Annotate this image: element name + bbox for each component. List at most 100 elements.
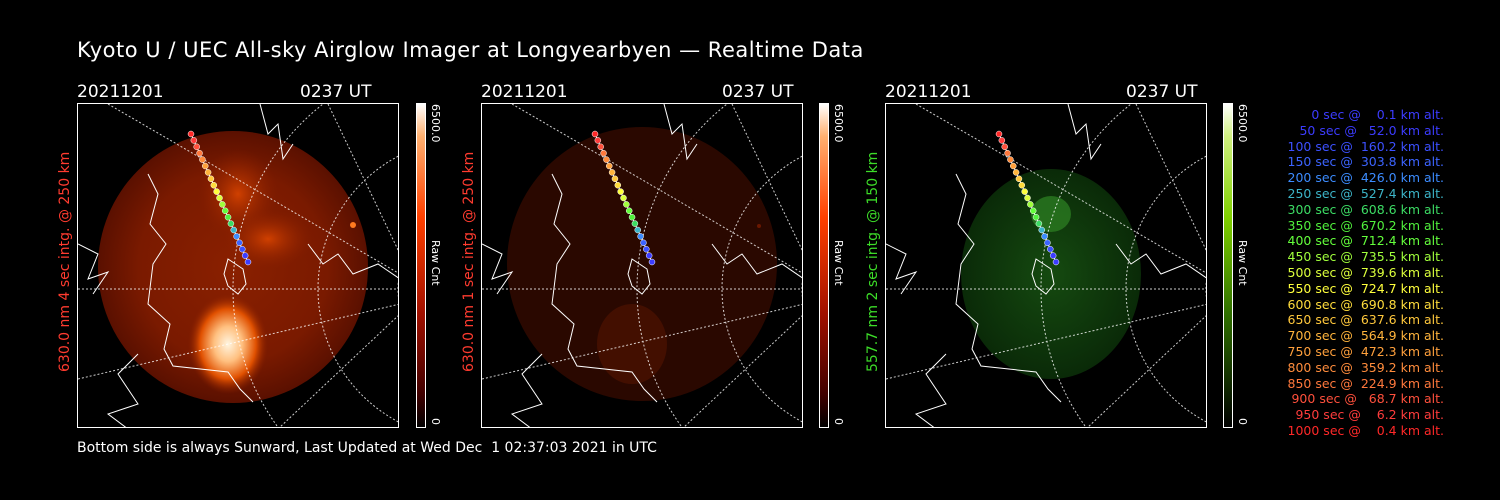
trajectory-marker [1041,233,1048,240]
trajectory-marker [193,143,200,151]
trajectory-marker [202,162,209,170]
trajectory-marker [1035,220,1043,227]
trajectory-marker [207,175,215,183]
trajectory-marker [236,239,243,247]
trajectory-marker [998,137,1006,144]
panel-2-time: 0237 UT [722,82,794,102]
trajectory-marker [244,258,252,266]
trajectory-marker [1032,213,1040,221]
panel-3-map-svg [886,104,1206,427]
trajectory-marker [1044,239,1051,247]
trajectory-marker [233,233,240,240]
trajectory-marker [199,156,206,163]
panel-1-cbar-max: 6500.0 [429,104,442,143]
trajectory-marker [628,213,636,221]
legend-row: 700 sec @ 564.9 km alt. [1287,328,1444,344]
trajectory-marker [224,213,232,221]
trajectory-marker [241,252,249,259]
trajectory-marker [648,258,656,266]
legend-row: 300 sec @ 608.6 km alt. [1287,201,1444,217]
panel-2-cbar-unit: Raw Cnt [832,240,845,286]
trajectory-marker [643,245,650,253]
trajectory-marker [606,162,613,170]
panel-3-image [885,103,1207,428]
trajectory-marker [597,143,604,151]
legend-row: 250 sec @ 527.4 km alt. [1287,185,1444,201]
legend-row: 750 sec @ 472.3 km alt. [1287,343,1444,359]
trajectory-marker [196,149,203,157]
legend-row: 100 sec @ 160.2 km alt. [1287,138,1444,154]
legend-row: 350 sec @ 670.2 km alt. [1287,217,1444,233]
trajectory-marker [1049,252,1057,259]
panel-2-side-label: 630.0 nm 1 sec intg. @ 250 km [461,151,477,372]
trajectory-marker [1029,207,1037,215]
trajectory-marker [1007,156,1014,163]
legend-row: 950 sec @ 6.2 km alt. [1295,407,1444,423]
trajectory-legend: 0 sec @ 0.1 km alt. 50 sec @ 52.0 km alt.… [1248,107,1444,439]
trajectory-marker [594,137,602,144]
panel-1-date: 20211201 [77,82,164,102]
legend-row: 0 sec @ 0.1 km alt. [1311,107,1444,122]
trajectory-marker [239,245,246,253]
legend-row: 500 sec @ 739.6 km alt. [1287,264,1444,280]
panel-3-colorbar [1223,103,1233,428]
trajectory-marker [1001,143,1008,151]
trajectory-marker [1015,175,1023,183]
panel-2-trajectory [591,130,656,266]
trajectory-marker [611,175,619,183]
panel-1-image [77,103,399,428]
legend-row: 50 sec @ 52.0 km alt. [1299,122,1444,138]
trajectory-marker [1047,245,1054,253]
trajectory-marker [1021,188,1028,195]
trajectory-marker [230,226,237,234]
panel-3-side-label: 557.7 nm 2 sec intg. @ 150 km [865,151,881,372]
panel-1-time: 0237 UT [300,82,372,102]
trajectory-marker [617,188,624,195]
legend-row: 800 sec @ 359.2 km alt. [1287,359,1444,375]
panel-1-side-label: 630.0 nm 4 sec intg. @ 250 km [57,151,73,372]
trajectory-marker [623,201,630,208]
trajectory-marker [1010,162,1017,170]
trajectory-marker [1052,258,1060,266]
trajectory-marker [603,156,610,163]
legend-row: 900 sec @ 68.7 km alt. [1291,391,1444,407]
trajectory-marker [1018,181,1026,189]
footer-note: Bottom side is always Sunward, Last Upda… [77,440,657,456]
trajectory-marker [591,130,599,138]
trajectory-marker [640,239,647,247]
panel-2-map-svg [482,104,802,427]
legend-row: 450 sec @ 735.5 km alt. [1287,249,1444,265]
legend-row: 650 sec @ 637.6 km alt. [1287,312,1444,328]
trajectory-marker [216,194,223,202]
panel-2-image [481,103,803,428]
panel-3-trajectory [995,130,1060,266]
trajectory-marker [1004,149,1011,157]
panel-1-colorbar [416,103,426,428]
trajectory-marker [213,188,220,195]
trajectory-marker [221,207,229,215]
panel-1-cbar-min: 0 [429,418,442,425]
legend-row: 1000 sec @ 0.4 km alt. [1287,422,1444,438]
panel-1-cbar-unit: Raw Cnt [429,240,442,286]
trajectory-marker [637,233,644,240]
trajectory-marker [995,130,1003,138]
trajectory-marker [210,181,218,189]
panel-1-trajectory [187,130,252,266]
legend-row: 400 sec @ 712.4 km alt. [1287,233,1444,249]
trajectory-marker [608,169,616,176]
panel-3-date: 20211201 [885,82,972,102]
legend-row: 150 sec @ 303.8 km alt. [1287,154,1444,170]
trajectory-marker [625,207,633,215]
trajectory-marker [187,130,195,138]
legend-row: 200 sec @ 426.0 km alt. [1287,170,1444,186]
trajectory-marker [614,181,622,189]
panel-2-date: 20211201 [481,82,568,102]
panel-1-map-svg [78,104,398,427]
legend-row: 600 sec @ 690.8 km alt. [1287,296,1444,312]
panel-2-cbar-max: 6500.0 [832,104,845,143]
legend-row: 550 sec @ 724.7 km alt. [1287,280,1444,296]
legend-row: 850 sec @ 224.9 km alt. [1287,375,1444,391]
panel-2-colorbar [819,103,829,428]
trajectory-marker [1038,226,1045,234]
trajectory-marker [600,149,607,157]
